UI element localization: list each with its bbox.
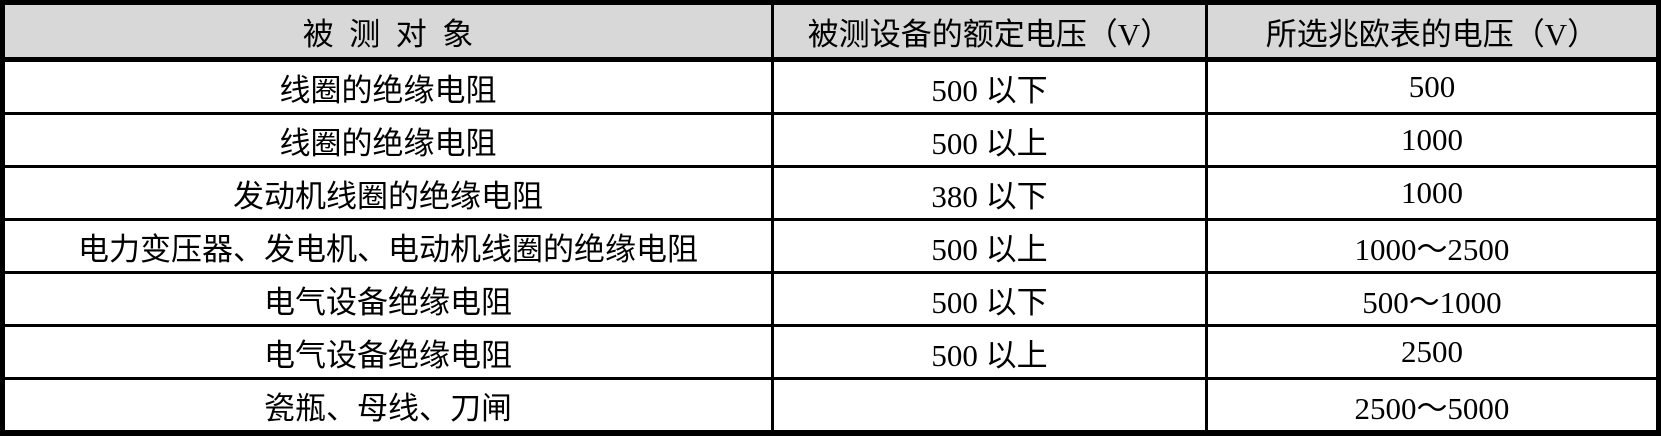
cell-rated-voltage	[771, 377, 1208, 436]
cell-megohmmeter-voltage: 1000～2500	[1204, 218, 1661, 274]
cell-rated-voltage: 500 以上	[771, 324, 1208, 380]
cell-rated-voltage: 500 以上	[771, 218, 1208, 274]
cell-megohmmeter-voltage: 2500	[1204, 324, 1661, 380]
col-header-megohmmeter-voltage: 所选兆欧表的电压（V）	[1204, 1, 1661, 62]
cell-rated-voltage: 500 以下	[771, 271, 1208, 327]
cell-measured-object: 线圈的绝缘电阻	[0, 112, 775, 168]
cell-measured-object: 电气设备绝缘电阻	[0, 271, 775, 327]
table-row: 电力变压器、发电机、电动机线圈的绝缘电阻 500 以上 1000～2500	[0, 218, 1661, 274]
cell-rated-voltage: 500 以下	[771, 58, 1208, 115]
table-body: 线圈的绝缘电阻 500 以下 500 线圈的绝缘电阻 500 以上 1000 发…	[0, 58, 1661, 436]
table-row: 发动机线圈的绝缘电阻 380 以下 1000	[0, 165, 1661, 221]
cell-measured-object: 线圈的绝缘电阻	[0, 58, 775, 115]
cell-megohmmeter-voltage: 2500～5000	[1204, 377, 1661, 436]
cell-rated-voltage: 500 以上	[771, 112, 1208, 168]
table-row: 瓷瓶、母线、刀闸 2500～5000	[0, 377, 1661, 436]
cell-measured-object: 电力变压器、发电机、电动机线圈的绝缘电阻	[0, 218, 775, 274]
cell-measured-object: 发动机线圈的绝缘电阻	[0, 165, 775, 221]
cell-measured-object: 瓷瓶、母线、刀闸	[0, 377, 775, 436]
cell-measured-object: 电气设备绝缘电阻	[0, 324, 775, 380]
col-header-measured-object: 被 测 对 象	[0, 1, 775, 62]
cell-megohmmeter-voltage: 1000	[1204, 112, 1661, 168]
table-row: 线圈的绝缘电阻 500 以下 500	[0, 58, 1661, 115]
table-row: 线圈的绝缘电阻 500 以上 1000	[0, 112, 1661, 168]
cell-megohmmeter-voltage: 500	[1204, 58, 1661, 115]
cell-megohmmeter-voltage: 500～1000	[1204, 271, 1661, 327]
table-header-row: 被 测 对 象 被测设备的额定电压（V） 所选兆欧表的电压（V）	[0, 1, 1661, 62]
cell-rated-voltage: 380 以下	[771, 165, 1208, 221]
col-header-rated-voltage: 被测设备的额定电压（V）	[771, 1, 1208, 62]
cell-megohmmeter-voltage: 1000	[1204, 165, 1661, 221]
table-row: 电气设备绝缘电阻 500 以上 2500	[0, 324, 1661, 380]
table-row: 电气设备绝缘电阻 500 以下 500～1000	[0, 271, 1661, 327]
